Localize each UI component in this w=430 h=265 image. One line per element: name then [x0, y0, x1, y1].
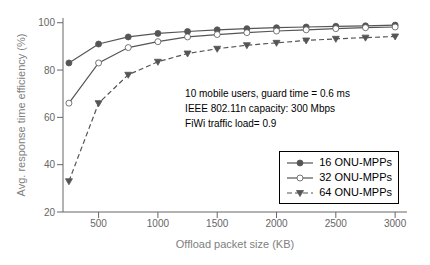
html-text:FiWi traffic load= 0.9: FiWi traffic load= 0.9 [185, 118, 277, 129]
svg-text:1000: 1000 [147, 218, 170, 229]
svg-text:40: 40 [44, 159, 56, 170]
html-text:10 mobile users, guard time =: 10 mobile users, guard time = 0.6 ms [185, 88, 350, 99]
svg-text:3000: 3000 [384, 218, 407, 229]
svg-text:1500: 1500 [206, 218, 229, 229]
svg-text:80: 80 [44, 65, 56, 76]
svg-text:Offload packet size (KB): Offload packet size (KB) [176, 238, 294, 250]
svg-text:100: 100 [38, 17, 55, 28]
svg-text:20: 20 [44, 207, 56, 218]
html-text:16 ONU-MPPs: 16 ONU-MPPs [319, 156, 392, 168]
html-text:32 ONU-MPPs: 32 ONU-MPPs [319, 171, 392, 183]
svg-text:500: 500 [90, 218, 107, 229]
svg-text:2000: 2000 [265, 218, 288, 229]
html-text:64 ONU-MPPs: 64 ONU-MPPs [319, 186, 392, 198]
svg-text:2500: 2500 [325, 218, 348, 229]
svg-text:60: 60 [44, 112, 56, 123]
svg-text:Avg. response time efficiency: Avg. response time efficiency (%) [15, 34, 27, 197]
html-text:IEEE 802.11n capacity: 300 Mbp: IEEE 802.11n capacity: 300 Mbps [185, 103, 335, 114]
